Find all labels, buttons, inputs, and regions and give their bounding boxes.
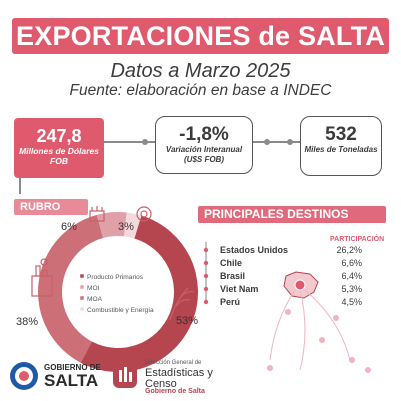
kpi-value: 532	[325, 124, 357, 145]
destination-share: 6,6%	[341, 258, 362, 268]
source-note: Fuente: elaboración en base a INDEC	[69, 82, 332, 99]
destination-row: Brasil 6,4%	[220, 271, 362, 285]
factory-icon	[31, 258, 53, 297]
kpi-yoy-change: -1,8% Variación Interanual (U$S FOB)	[155, 116, 253, 174]
gov-logo-top: GOBIERNO DE	[44, 363, 101, 372]
world-map-icon	[267, 271, 371, 373]
destination-name: Perú	[220, 297, 241, 307]
donut-value-label: 3%	[118, 221, 134, 233]
rubro-heading: RUBRO	[14, 199, 88, 215]
destination-marker	[203, 299, 209, 305]
legend-swatch	[79, 273, 85, 279]
page-subtitle: Datos a Marzo 2025	[110, 60, 291, 82]
destination-name: Brasil	[220, 271, 246, 281]
kpi-label: Variación Interanual (U$S FOB)	[165, 145, 243, 164]
wheat-icon	[169, 287, 195, 321]
destination-row: Perú 4,5%	[220, 297, 362, 311]
connector-dot	[142, 139, 148, 145]
donut-slices	[37, 211, 198, 372]
destination-share: 4,5%	[341, 297, 362, 307]
legend-label: MOA	[87, 296, 103, 303]
legend-label: Producto Primarios	[87, 274, 144, 281]
dge-line-1: Dirección General de	[145, 360, 202, 366]
dge-logo: Dirección General de Estadísticas y Cens…	[111, 358, 231, 395]
destination-row: Chile 6,6%	[220, 258, 362, 272]
kpi-value: 247,8	[36, 126, 82, 146]
gov-logo-main: SALTA	[44, 371, 99, 390]
donut-value-label: 38%	[16, 316, 38, 328]
destination-marker	[203, 273, 209, 279]
gobierno-salta-logo: GOBIERNO DE SALTA	[8, 360, 108, 392]
connector-dot	[287, 139, 293, 145]
destination-marker	[203, 260, 209, 266]
legend-label: MOI	[87, 285, 100, 292]
kpi-label: Millones de Dólares FOB	[19, 146, 99, 166]
donut-slice-producto-primarios	[80, 215, 198, 372]
gear-icon	[89, 206, 105, 222]
oil-drop-icon	[136, 206, 152, 222]
legend-swatch	[79, 306, 85, 312]
destination-name: Chile	[220, 258, 243, 268]
destination-share: 26,2%	[336, 245, 362, 255]
donut-value-label: 53%	[176, 315, 198, 327]
page-title: EXPORTACIONES de SALTA	[16, 21, 385, 51]
participacion-header: PARTICIPACIÓN	[330, 236, 385, 243]
kpi-tonnage: 532 Miles de Toneladas	[300, 116, 382, 176]
destination-name: Estados Unidos	[220, 245, 289, 255]
title-banner	[12, 18, 389, 54]
dge-line-2: Estadísticas y	[145, 367, 213, 379]
kpi-export-value: 247,8 Millones de Dólares FOB	[14, 118, 104, 178]
dge-line-4: Gobierno de Salta	[145, 388, 205, 395]
destination-row: Estados Unidos 26,2%	[220, 245, 362, 259]
kpi-label: Miles de Toneladas	[304, 145, 378, 154]
kpi-value: -1,8%	[179, 124, 229, 145]
destination-row: Viet Nam 5,3%	[220, 284, 362, 298]
dge-line-3: Censo	[145, 378, 177, 390]
connector-dot	[264, 139, 270, 145]
donut-value-label: 6%	[61, 221, 77, 233]
destination-marker	[203, 247, 209, 253]
destination-name: Viet Nam	[220, 284, 259, 294]
destinos-heading: PRINCIPALES DESTINOS	[198, 206, 386, 223]
destination-share: 5,3%	[341, 284, 362, 294]
destination-share: 6,4%	[341, 271, 362, 281]
legend-swatch	[79, 295, 85, 301]
donut-slice-combustible-y-energ-a	[124, 212, 142, 239]
destination-marker	[203, 286, 209, 292]
legend-label: Combustible y Energía	[87, 307, 154, 314]
donut-slice-moa	[37, 214, 104, 363]
legend-swatch	[79, 284, 85, 290]
